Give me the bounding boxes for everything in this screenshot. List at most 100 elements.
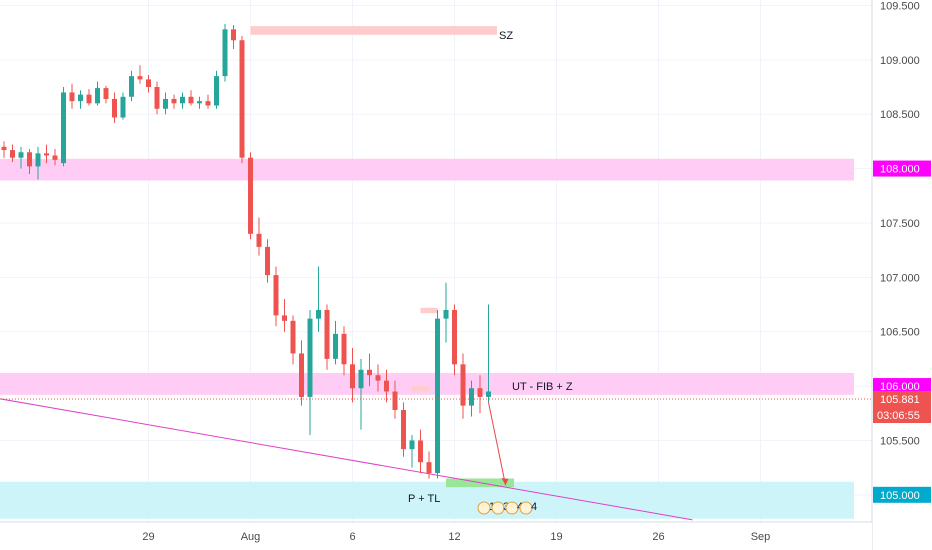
zone-zone-108 (0, 158, 854, 181)
candle-body (469, 388, 474, 406)
price-tag-background (873, 160, 931, 177)
time-tick-label: 6 (349, 531, 355, 543)
candle-body (137, 76, 143, 80)
time-tick-label: 26 (652, 531, 664, 543)
candle-body (95, 88, 100, 104)
candle-body (120, 96, 126, 118)
candle-body (265, 246, 270, 276)
candle-body (290, 320, 296, 354)
zone-label-ut-fib-z: UT - FIB + Z (512, 381, 573, 393)
price-tick-label: 107.500 (880, 218, 920, 230)
candle-body (129, 76, 134, 97)
candle-body (375, 375, 381, 381)
candle-body (409, 440, 415, 450)
price-axis-background (872, 0, 932, 550)
candle-body (426, 462, 432, 474)
zone-zone-105 (0, 481, 854, 519)
price-tick-label: 109.500 (880, 0, 920, 12)
candle-body (239, 40, 245, 158)
time-tick-label: 12 (448, 531, 460, 543)
candle-body (61, 92, 66, 164)
candle-body (10, 150, 15, 158)
candle-body (214, 76, 219, 106)
candle-body (477, 388, 483, 397)
countdown-label: 03:06:55 (877, 410, 920, 422)
trendline-line (0, 398, 693, 521)
time-tick-label: Sep (751, 531, 771, 543)
candle-body (18, 152, 24, 158)
price-tick-label: 105.500 (880, 435, 920, 447)
candle-body (341, 333, 347, 365)
time-axis[interactable]: 29 Aug 6 12 19 26 Sep (0, 521, 872, 550)
price-tick-label: 107.000 (880, 272, 920, 284)
candle-body (358, 369, 364, 389)
price-tick-label: 108.500 (880, 109, 920, 121)
candle-body (324, 309, 330, 359)
candle-body (154, 87, 160, 109)
price-tick-label: 109.000 (880, 55, 920, 67)
event-badge-icon (505, 501, 519, 515)
candle-body (452, 309, 457, 365)
candle-body (367, 369, 372, 376)
last-price-tag-background (873, 391, 931, 424)
zone-label-p-tl: P + TL (408, 493, 440, 505)
candle-body (27, 152, 32, 167)
candle-body (443, 309, 449, 319)
candle-body (52, 155, 58, 160)
candle-body (103, 88, 109, 99)
candle-body (171, 98, 177, 104)
candle-body (222, 29, 228, 77)
candle-body (188, 96, 194, 104)
time-tick-label: 19 (550, 531, 562, 543)
candle-body (78, 94, 83, 102)
candle-body (1, 146, 7, 151)
candle-body (112, 98, 117, 118)
candle-body (256, 233, 262, 247)
candle-body (197, 101, 202, 104)
arrow-line (488, 402, 506, 486)
candle-body (248, 157, 253, 234)
candle-body (35, 153, 41, 167)
candle-body (392, 391, 398, 410)
last-price-label: 105.881 (880, 394, 920, 406)
price-tag-label: 105.000 (880, 490, 920, 502)
candle-body (401, 409, 406, 450)
event-badge-icon (491, 501, 505, 515)
zones (0, 26, 854, 519)
candle-body (282, 315, 287, 321)
candle-body (435, 318, 440, 474)
price-tag-label: 106.000 (880, 381, 920, 393)
arrow-head (501, 478, 509, 486)
time-tick-label: 29 (142, 531, 154, 543)
candle-body (231, 29, 236, 41)
time-axis-background (0, 522, 872, 550)
candle-body (384, 380, 389, 392)
trendline (0, 398, 693, 521)
candle-body (460, 364, 466, 406)
candle-body (350, 364, 355, 389)
candle-body (299, 353, 304, 397)
event-badge-count: 4 (531, 501, 537, 513)
zone-zone-106 (0, 373, 854, 395)
candle-body (69, 92, 75, 102)
candle-body (163, 98, 168, 109)
price-axis[interactable]: 105.000 105.500 106.000 106.500 107.000 107.5… (871, 0, 932, 550)
zone-zone-small-red2 (412, 386, 429, 392)
zone-label-sz: SZ (499, 30, 513, 42)
candle-body (307, 318, 313, 397)
candle-body (146, 79, 151, 87)
candle-body (333, 333, 338, 359)
candle-body (86, 94, 92, 104)
candle-body (486, 391, 491, 397)
event-badge-icon (477, 501, 491, 515)
price-tag-label: 108.000 (880, 164, 920, 176)
event-badge-icon (519, 501, 533, 515)
candle-body (273, 275, 279, 316)
price-tick-label: 106.500 (880, 327, 920, 339)
time-tick-label: Aug (241, 531, 261, 543)
candle-body (316, 309, 321, 319)
candles (1, 23, 491, 479)
candle-body (418, 440, 423, 463)
